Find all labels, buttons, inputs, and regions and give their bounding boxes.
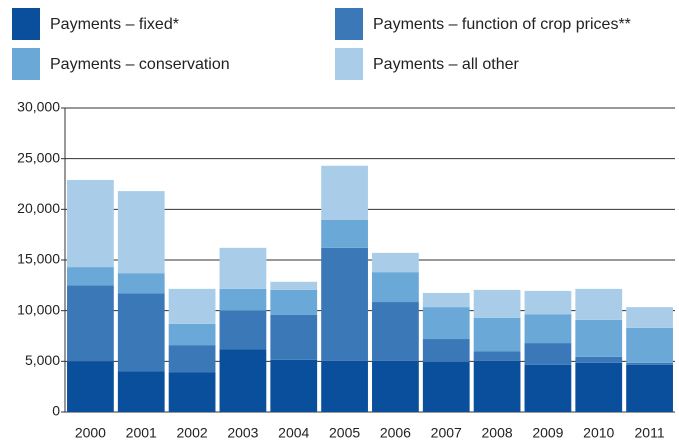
bar-segment: [219, 288, 267, 311]
bar-segment: [422, 292, 470, 308]
bar-segment: [422, 307, 470, 340]
bar-segment: [270, 314, 318, 360]
x-tick-label: 2001: [126, 425, 157, 440]
bar-segment: [473, 360, 521, 412]
legend-swatch: [335, 8, 363, 40]
bar-segment: [117, 273, 165, 294]
bar-segment: [321, 165, 368, 220]
bar-segment: [168, 288, 216, 324]
bar-segment: [473, 289, 521, 318]
x-tick-label: 2002: [177, 425, 208, 440]
x-tick-label: 2011: [635, 425, 665, 440]
x-tick-label: 2000: [75, 425, 106, 440]
bar-segment: [67, 267, 114, 286]
bar-segment: [473, 317, 521, 352]
bar-segment: [372, 302, 419, 361]
bar-segment: [473, 351, 521, 361]
x-tick-label: 2004: [278, 425, 309, 440]
bar-segment: [372, 252, 419, 273]
bar-segment: [575, 362, 623, 412]
bar-segment: [626, 307, 673, 328]
y-tick-label: 0: [52, 403, 60, 419]
x-tick-label: 2003: [227, 425, 258, 440]
bar-segment: [270, 289, 318, 315]
bar-segment: [270, 281, 318, 290]
bar-segment: [575, 319, 623, 357]
x-tick-label: 2007: [431, 425, 462, 440]
bar-segment: [626, 362, 673, 365]
bar-segment: [321, 247, 368, 361]
legend-label: Payments – function of crop prices**: [373, 16, 631, 33]
y-tick-label: 5,000: [25, 352, 60, 368]
bar-segment: [524, 290, 572, 315]
bar-segment: [168, 372, 216, 412]
bar-segment: [117, 293, 165, 372]
bar-segment: [626, 327, 673, 363]
bar-segment: [168, 323, 216, 346]
bar-segment: [67, 285, 114, 362]
x-tick-label: 2009: [532, 425, 563, 440]
legend-swatch: [335, 48, 363, 80]
bar-segment: [168, 345, 216, 373]
bar-segment: [422, 339, 470, 362]
bar-segment: [372, 272, 419, 303]
bar-segment: [524, 364, 572, 412]
bar-segment: [67, 361, 114, 412]
y-tick-label: 20,000: [17, 200, 60, 216]
bar-segment: [524, 314, 572, 344]
y-tick-label: 25,000: [17, 149, 60, 165]
bar-segment: [626, 364, 673, 412]
bar-segment: [219, 349, 267, 412]
bar-segment: [117, 191, 165, 274]
legend-label: Payments – conservation: [50, 56, 230, 73]
legend-swatch: [12, 8, 40, 40]
x-tick-label: 2010: [583, 425, 614, 440]
x-tick-label: 2006: [380, 425, 411, 440]
y-tick-label: 15,000: [17, 251, 60, 267]
bar-segment: [270, 359, 318, 412]
bar-segment: [321, 219, 368, 248]
bar-segment: [524, 343, 572, 365]
bar-segment: [321, 360, 368, 412]
legend-label: Payments – fixed*: [50, 16, 179, 33]
bar-segment: [219, 247, 267, 289]
bar-segment: [67, 179, 114, 268]
legend-label: Payments – all other: [373, 56, 520, 73]
legend-swatch: [12, 48, 40, 80]
y-tick-label: 30,000: [17, 99, 60, 115]
bar-segment: [422, 361, 470, 412]
bar-segment: [117, 371, 165, 412]
y-tick-label: 10,000: [17, 301, 60, 317]
bar-segment: [219, 310, 267, 350]
x-tick-label: 2008: [482, 425, 513, 440]
bar-segment: [575, 288, 623, 320]
bar-segment: [575, 356, 623, 363]
bar-segment: [372, 360, 419, 412]
x-tick-label: 2005: [329, 425, 360, 440]
